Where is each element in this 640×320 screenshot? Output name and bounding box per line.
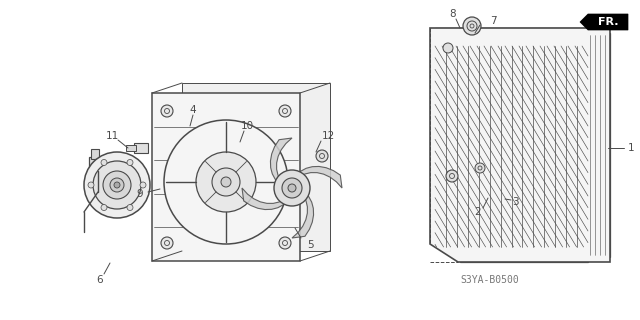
Text: FR.: FR. [598,17,618,27]
Text: 11: 11 [106,131,118,141]
Bar [91,149,99,159]
Circle shape [110,178,124,192]
Polygon shape [271,138,292,183]
Circle shape [103,171,131,199]
Circle shape [196,152,256,212]
Circle shape [463,17,481,35]
Circle shape [316,150,328,162]
Polygon shape [297,166,342,188]
Circle shape [161,237,173,249]
Circle shape [127,159,133,165]
Circle shape [114,182,120,188]
Bar [588,33,610,257]
Circle shape [221,177,231,187]
Circle shape [88,182,94,188]
Polygon shape [292,193,314,238]
Bar [182,83,330,251]
Circle shape [101,204,107,211]
Bar [465,24,479,32]
Bar [460,247,588,262]
Text: 5: 5 [307,240,314,250]
Bar [152,93,300,261]
Circle shape [84,152,150,218]
Circle shape [101,159,107,165]
Polygon shape [580,14,628,30]
Circle shape [475,163,485,173]
Text: 2: 2 [475,207,481,217]
Text: 9: 9 [137,189,143,199]
Circle shape [93,161,141,209]
Circle shape [279,237,291,249]
Bar [435,28,588,46]
Bar [126,145,136,151]
Bar [89,157,107,171]
Circle shape [282,178,302,198]
Circle shape [140,182,146,188]
Text: 1: 1 [628,143,635,153]
Circle shape [288,184,296,192]
Text: 12: 12 [321,131,335,141]
Circle shape [279,105,291,117]
Bar [134,143,148,153]
Polygon shape [242,188,287,210]
Circle shape [443,43,453,53]
Text: 6: 6 [97,275,103,285]
Circle shape [161,105,173,117]
Text: 7: 7 [490,16,497,26]
Text: S3YA-B0500: S3YA-B0500 [461,275,520,285]
Circle shape [446,170,458,182]
Circle shape [127,204,133,211]
Text: 4: 4 [189,105,196,115]
Text: 8: 8 [450,9,456,19]
Circle shape [164,120,288,244]
Text: 10: 10 [241,121,253,131]
Circle shape [274,170,310,206]
Circle shape [212,168,240,196]
Text: 3: 3 [512,197,518,207]
Polygon shape [430,28,610,262]
